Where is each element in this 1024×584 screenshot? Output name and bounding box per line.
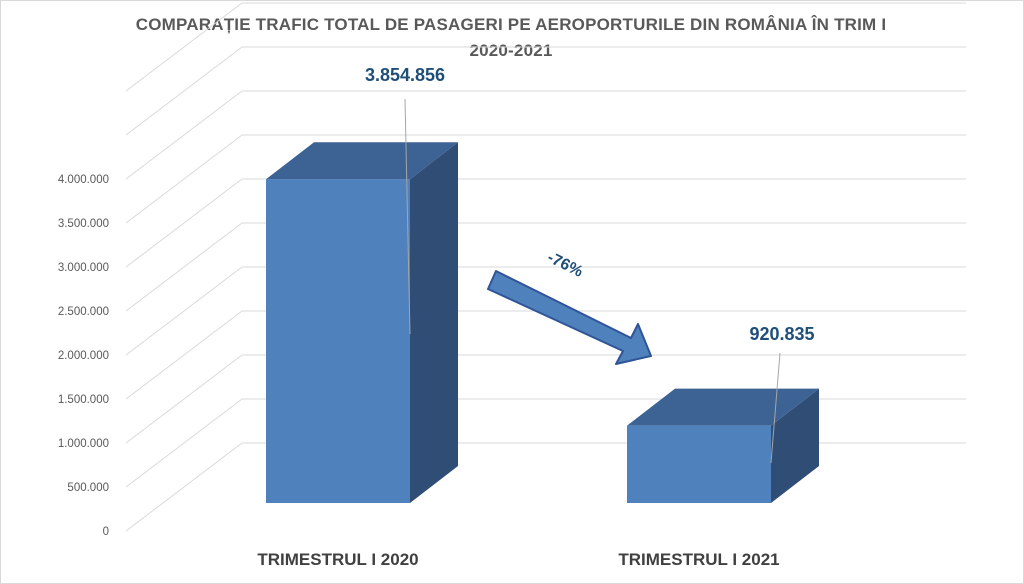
decrease-arrow [487, 270, 652, 365]
y-tick-label: 500.000 [67, 482, 109, 494]
bar-top [266, 142, 458, 180]
change-arrow: -76% [487, 249, 652, 365]
gridline-diagonal [125, 354, 243, 444]
gridline-diagonal [125, 398, 243, 488]
data-label: 3.854.856 [365, 65, 445, 85]
gridline-diagonal [125, 266, 243, 356]
bars [266, 142, 819, 504]
gridline-diagonal [125, 442, 243, 532]
gridline-diagonal [125, 178, 243, 268]
y-axis-ticks: 0 500.000 1.000.000 1.500.000 2.000.000 2.500… [58, 174, 109, 538]
gridline-diagonal [125, 222, 243, 312]
chart-title: COMPARAȚIE TRAFIC TOTAL DE PASAGERI PE A… [135, 15, 887, 34]
leader-line [770, 352, 781, 464]
gridline-diagonal [125, 134, 243, 224]
y-tick-label: 2.500.000 [58, 306, 109, 318]
y-tick-label: 1.000.000 [58, 438, 109, 450]
x-category-label: TRIMESTRUL I 2020 [257, 550, 418, 569]
gridlines [125, 2, 966, 532]
bar-side [410, 142, 458, 504]
y-tick-label: 2.000.000 [58, 350, 109, 362]
y-tick-label: 4.000.000 [58, 174, 109, 186]
change-percent-label: -76% [544, 249, 585, 281]
y-tick-label: 3.000.000 [58, 262, 109, 274]
leader-line [404, 98, 411, 335]
gridline-diagonal [125, 46, 243, 136]
bar-side [771, 388, 819, 503]
bar-top [627, 388, 819, 426]
bar [627, 425, 771, 503]
chart-subtitle: 2020-2021 [469, 41, 553, 60]
labels: TRIMESTRUL I 2020 TRIMESTRUL I 2021 3.854.… [257, 65, 814, 569]
y-tick-label: 3.500.000 [58, 218, 109, 230]
gridline-diagonal [125, 310, 243, 400]
data-label: 920.835 [749, 324, 814, 344]
bar [266, 179, 410, 504]
gridline-diagonal [125, 90, 243, 180]
y-tick-label: 0 [103, 526, 109, 538]
gridline-diagonal [125, 2, 243, 92]
leader-lines [404, 98, 781, 464]
y-tick-label: 1.500.000 [58, 394, 109, 406]
x-category-label: TRIMESTRUL I 2021 [618, 550, 779, 569]
